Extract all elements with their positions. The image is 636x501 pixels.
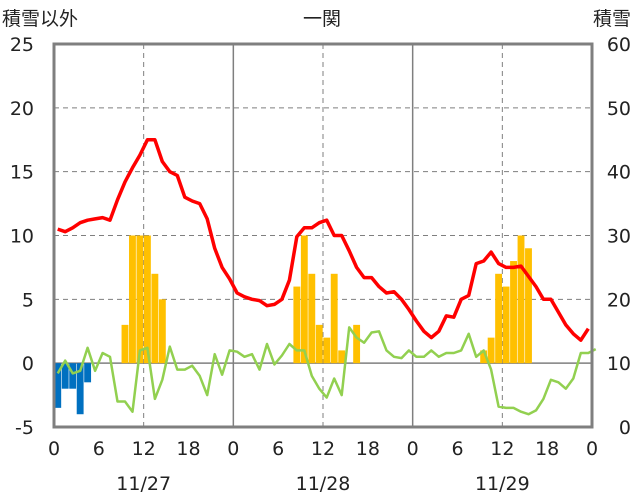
precipitation-bar xyxy=(151,273,159,364)
precipitation-bar xyxy=(315,324,323,364)
precipitation-bar xyxy=(487,337,495,364)
precipitation-bar xyxy=(308,273,316,364)
left-tick-label: 5 xyxy=(22,289,34,311)
precipitation-bar xyxy=(330,273,338,364)
right-tick-label: 20 xyxy=(607,289,631,311)
precipitation-bar xyxy=(517,235,525,364)
plot-border xyxy=(52,42,594,429)
right-tick-label: 50 xyxy=(607,98,631,120)
x-tick-label: 18 xyxy=(535,438,559,460)
precipitation-bar xyxy=(353,324,361,364)
right-tick-label: 0 xyxy=(619,417,631,439)
plot-frame xyxy=(52,42,594,429)
right-tick-label: 40 xyxy=(607,162,631,184)
precipitation-bar xyxy=(300,235,308,364)
x-tick-label: 0 xyxy=(48,438,60,460)
x-tick-label: 12 xyxy=(311,438,335,460)
left-axis-title: 積雪以外 xyxy=(2,8,78,30)
left-tick-label: 20 xyxy=(10,98,34,120)
temperature-line xyxy=(57,138,590,342)
sunshine-bar xyxy=(54,363,62,408)
sunshine-bar xyxy=(76,363,84,415)
x-tick-label: 18 xyxy=(176,438,200,460)
precipitation-bar xyxy=(293,286,301,364)
left-tick-label: 15 xyxy=(10,162,34,184)
x-tick-label: 6 xyxy=(451,438,463,460)
x-tick-label: 12 xyxy=(490,438,514,460)
right-tick-label: 60 xyxy=(607,34,631,56)
day-label: 11/27 xyxy=(116,473,171,495)
x-tick-label: 18 xyxy=(356,438,380,460)
precipitation-bar xyxy=(121,324,129,364)
x-tick-label: 0 xyxy=(586,438,598,460)
x-tick-label: 0 xyxy=(407,438,419,460)
precipitation-bar xyxy=(338,350,346,364)
precipitation-bar xyxy=(158,299,166,364)
x-tick-label: 6 xyxy=(93,438,105,460)
left-tick-label: 10 xyxy=(10,226,34,248)
sunshine-bar xyxy=(61,363,69,389)
precipitation-bar xyxy=(502,286,510,364)
precipitation-bar xyxy=(495,273,503,364)
chart-title: 一関 xyxy=(303,8,341,30)
precipitation-bar xyxy=(129,235,136,364)
precipitation-bar xyxy=(136,235,144,364)
precipitation-bar xyxy=(323,337,331,364)
sunshine-bar xyxy=(84,363,92,383)
day-label: 11/29 xyxy=(475,473,530,495)
x-tick-label: 12 xyxy=(132,438,156,460)
precipitation-bar xyxy=(525,248,532,364)
sunshine-bar xyxy=(69,363,77,389)
x-tick-label: 0 xyxy=(227,438,239,460)
day-label: 11/28 xyxy=(296,473,351,495)
precipitation-bar xyxy=(480,350,488,364)
gridlines xyxy=(54,44,592,427)
right-tick-label: 10 xyxy=(607,353,631,375)
right-tick-label: 30 xyxy=(607,226,631,248)
precipitation-bar xyxy=(143,235,151,364)
wind-line xyxy=(56,326,597,416)
precipitation-bar xyxy=(510,261,517,364)
x-tick-label: 6 xyxy=(272,438,284,460)
left-tick-label: 25 xyxy=(10,34,34,56)
left-tick-label: -5 xyxy=(15,417,34,439)
right-axis-title: 積雪 xyxy=(593,8,631,30)
bar-series xyxy=(54,235,532,415)
left-tick-label: 0 xyxy=(22,353,34,375)
